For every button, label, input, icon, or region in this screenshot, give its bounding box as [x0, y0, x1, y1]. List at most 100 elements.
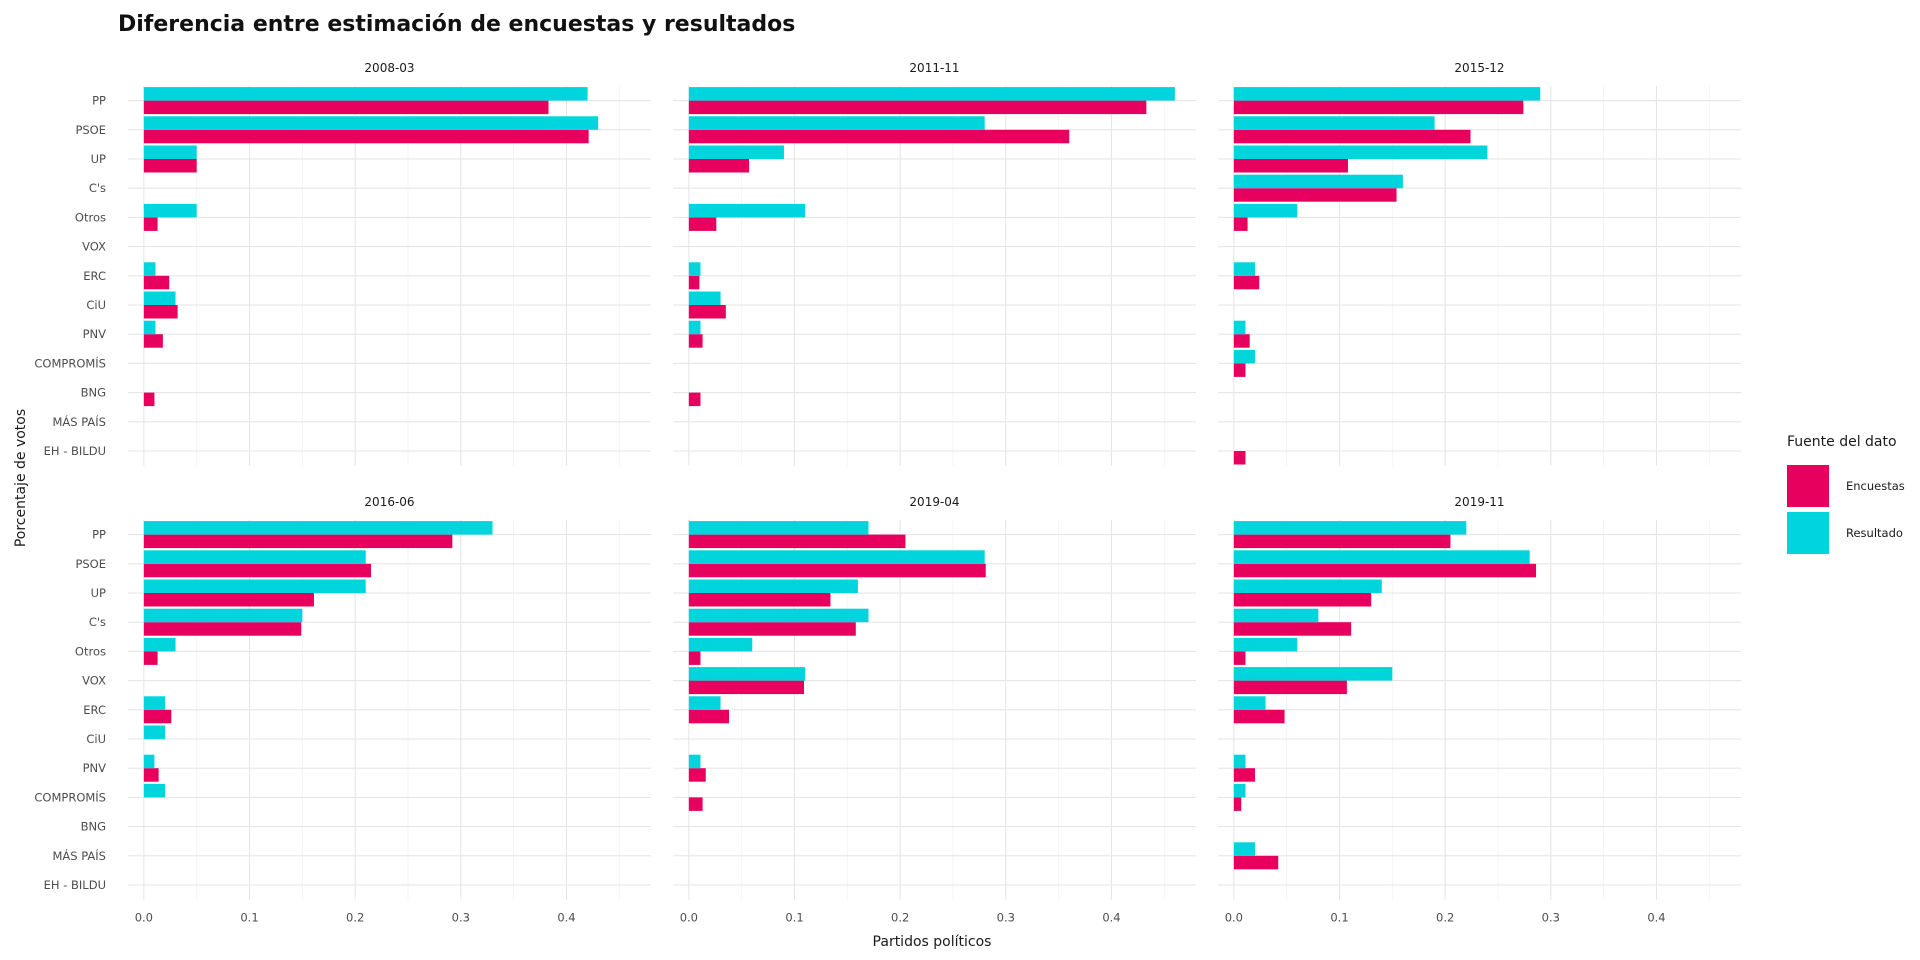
bar-resultado — [143, 521, 493, 535]
bar-encuestas — [688, 534, 906, 549]
bar-resultado — [1233, 637, 1298, 652]
bar-resultado — [1233, 696, 1266, 710]
y-tick-label: PP — [92, 94, 106, 108]
bar-encuestas — [143, 709, 172, 724]
bar-encuestas — [1233, 651, 1246, 665]
y-tick-label: C's — [89, 181, 106, 195]
bar-resultado — [688, 521, 869, 535]
bar-encuestas — [1233, 622, 1352, 636]
bar-resultado — [688, 291, 721, 305]
bar-resultado — [143, 550, 366, 564]
bar-resultado — [1233, 579, 1382, 593]
y-tick-label: PNV — [83, 327, 107, 341]
bar-resultado — [1233, 550, 1530, 564]
bar-resultado — [1233, 608, 1319, 623]
legend-label: Resultado — [1846, 526, 1903, 540]
x-tick-label: 0.1 — [1330, 911, 1348, 925]
facet-panel-2019-11: 2019-11 0.0 0.1 0.2 0.3 0.4 — [1218, 495, 1741, 925]
bar-encuestas — [688, 768, 706, 782]
facet-label: 2011-11 — [909, 61, 959, 75]
legend: Fuente del dato Encuestas Resultado — [1787, 434, 1905, 554]
bar-encuestas — [688, 593, 831, 607]
bar-resultado — [1233, 262, 1255, 276]
bar-encuestas — [688, 305, 726, 319]
bar-resultado — [688, 754, 701, 769]
x-tick-label: 0.1 — [785, 911, 803, 925]
bar-encuestas — [143, 768, 159, 782]
bar-encuestas — [1233, 534, 1451, 549]
bar-resultado — [143, 203, 197, 218]
x-tick-label: 0.4 — [557, 911, 575, 925]
y-tick-label: PSOE — [75, 557, 106, 571]
bar-encuestas — [143, 622, 302, 636]
facet-label: 2016-06 — [364, 495, 414, 509]
bar-resultado — [688, 203, 806, 218]
y-tick-label: BNG — [81, 820, 106, 834]
bar-resultado — [1233, 87, 1541, 101]
chart-title: Diferencia entre estimación de encuestas… — [118, 12, 795, 37]
y-tick-label: PNV — [83, 761, 107, 775]
facet-panel-2008-03: 2008-03 PP PSOE UP C's Otros VOX ERC CiU PNV COMPR… — [34, 61, 651, 466]
x-tick-label: 0.1 — [240, 911, 258, 925]
y-tick-label: ERC — [83, 269, 106, 283]
y-tick-label: CiU — [86, 298, 106, 312]
facet-panels: 2008-03 PP PSOE UP C's Otros VOX ERC CiU PNV COMPR… — [34, 61, 1741, 925]
bar-encuestas — [1233, 855, 1279, 870]
x-axis-title: Partidos políticos — [873, 934, 992, 950]
y-axis-title: Porcentaje de votos — [13, 409, 29, 547]
legend-label: Encuestas — [1846, 479, 1905, 493]
bar-resultado — [688, 550, 985, 564]
bar-encuestas — [688, 563, 986, 578]
facet-label: 2015-12 — [1454, 61, 1504, 75]
x-tick-label: 0.2 — [891, 911, 909, 925]
y-tick-label: MÁS PAÍS — [52, 414, 106, 429]
bar-resultado — [143, 696, 165, 710]
bar-encuestas — [1233, 768, 1255, 782]
bar-encuestas — [143, 534, 453, 549]
x-tick-label: 0.2 — [346, 911, 364, 925]
bar-resultado — [1233, 667, 1393, 681]
facet-label: 2019-11 — [1454, 495, 1504, 509]
y-tick-label: EH - BILDU — [44, 878, 106, 892]
bar-encuestas — [143, 593, 314, 607]
facet-panel-2019-04: 2019-04 0.0 0.1 0.2 0.3 0.4 — [673, 495, 1196, 925]
bar-resultado — [688, 696, 721, 710]
x-tick-label: 0.4 — [1647, 911, 1665, 925]
bar-resultado — [688, 145, 784, 159]
legend-title: Fuente del dato — [1787, 434, 1897, 450]
bar-encuestas — [688, 159, 750, 173]
bar-encuestas — [1233, 275, 1260, 290]
y-tick-label: COMPROMÍS — [34, 789, 106, 804]
y-tick-label: C's — [89, 615, 106, 629]
bar-encuestas — [143, 159, 197, 173]
facet-panel-2011-11: 2011-11 — [673, 61, 1196, 466]
y-tick-label: MÁS PAÍS — [52, 848, 106, 863]
bar-encuestas — [688, 709, 729, 724]
facet-panel-2016-06: 2016-06 PP PSOE UP C's Otros VOX ERC CiU PNV COMPR… — [34, 495, 651, 925]
bar-encuestas — [688, 334, 703, 348]
bar-resultado — [143, 754, 155, 769]
x-tick-label: 0.3 — [1542, 911, 1560, 925]
y-tick-label: PSOE — [75, 123, 106, 137]
bar-encuestas — [688, 392, 701, 407]
y-tick-label: VOX — [82, 674, 106, 688]
bar-resultado — [143, 116, 599, 130]
x-tick-label: 0.0 — [135, 911, 153, 925]
bar-encuestas — [688, 797, 703, 811]
bar-encuestas — [1233, 680, 1347, 695]
bar-encuestas — [1233, 363, 1246, 377]
bar-resultado — [143, 608, 303, 623]
bar-resultado — [1233, 842, 1255, 856]
bar-encuestas — [143, 392, 155, 407]
facet-label: 2019-04 — [909, 495, 959, 509]
bar-resultado — [1233, 145, 1488, 159]
x-tick-label: 0.2 — [1436, 911, 1454, 925]
x-tick-label: 0.4 — [1102, 911, 1120, 925]
facet-panel-2015-12: 2015-12 — [1218, 61, 1741, 466]
x-tick-label: 0.3 — [997, 911, 1015, 925]
x-tick-label: 0.0 — [1225, 911, 1243, 925]
bar-encuestas — [143, 275, 170, 290]
y-tick-label: Otros — [75, 644, 106, 658]
bar-encuestas — [143, 129, 589, 144]
bar-encuestas — [1233, 593, 1372, 607]
